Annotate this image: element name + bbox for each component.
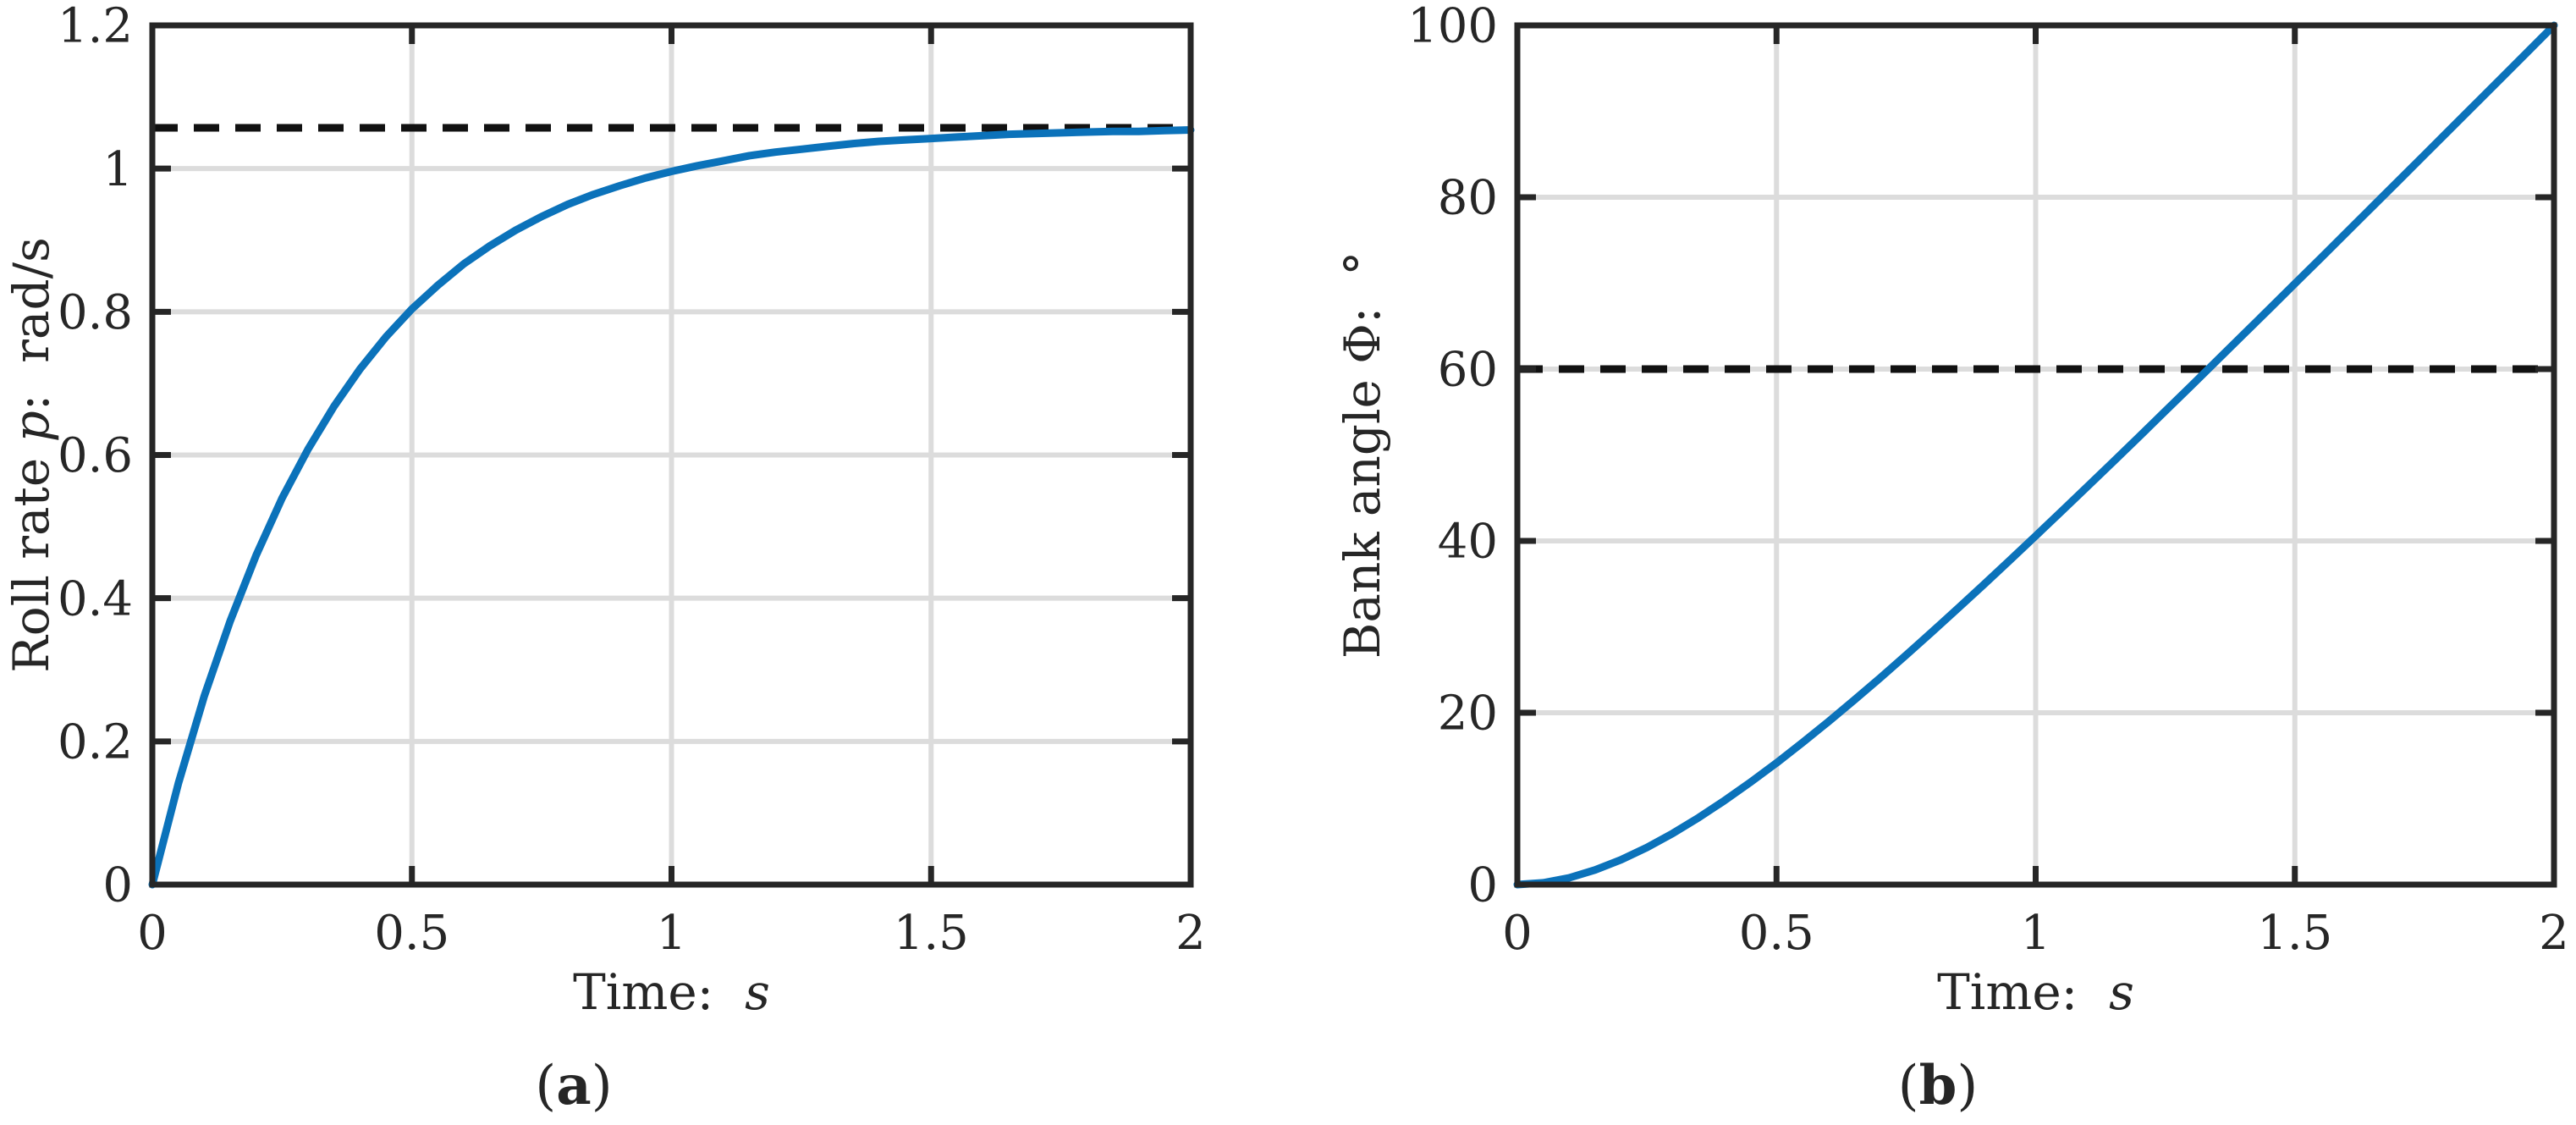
label-segment: Bank angle Φ: ° [1334, 251, 1391, 659]
x-tick-label: 0 [137, 906, 168, 961]
y-axis-label: Roll rate p: rad/s [3, 237, 60, 673]
label-segment: s [2109, 963, 2134, 1021]
label-segment: ( [535, 1055, 556, 1117]
x-tick-label: 2 [1175, 906, 1206, 961]
x-tick-label: 0.5 [374, 906, 449, 961]
plot-box [149, 22, 1194, 888]
series-line-bank-angle-response [1513, 21, 2558, 889]
y-tick-label: 60 [1438, 343, 1498, 398]
label-segment: Roll rate [3, 442, 60, 673]
label-segment: : rad/s [3, 237, 60, 411]
label-segment: p [3, 411, 60, 442]
x-axis-label: Time: s [1937, 963, 2134, 1021]
label-segment: b [1919, 1054, 1957, 1117]
x-tick-label: 1.5 [894, 906, 969, 961]
y-tick-label: 0.6 [58, 428, 133, 483]
label-segment: ( [1898, 1055, 1919, 1117]
label-segment: a [556, 1054, 591, 1117]
x-tick-label: 0 [1502, 906, 1533, 961]
y-tick-label: 0 [102, 858, 133, 913]
y-tick-label: 20 [1438, 687, 1498, 742]
y-tick-label: 40 [1438, 515, 1498, 570]
x-tick-label: 1 [657, 906, 687, 961]
y-tick-label: 0.2 [58, 714, 133, 769]
label-segment: Time: [573, 963, 745, 1021]
y-tick-label: 0.8 [58, 285, 133, 340]
label-segment: ) [592, 1055, 613, 1117]
label-segment: Time: [1937, 963, 2109, 1021]
plot-box [1514, 22, 2557, 888]
panel-a: 0 0.5 1 1.5 2 0 0.2 0.4 0.6 0.8 1 1.2 Time: s Roll ra… [3, 0, 1206, 1117]
label-segment: s [745, 963, 770, 1021]
series-line-roll-rate-step-response [148, 126, 1195, 889]
x-tick-label: 2 [2539, 906, 2569, 961]
x-tick-label: 1.5 [2257, 906, 2332, 961]
panel-caption: (a) [535, 1054, 612, 1117]
panel-caption: (b) [1898, 1054, 1979, 1117]
y-tick-label: 100 [1407, 0, 1498, 54]
label-segment: ) [1957, 1055, 1978, 1117]
y-tick-label: 80 [1438, 171, 1498, 226]
x-tick-label: 1 [2021, 906, 2051, 961]
y-axis-label: Bank angle Φ: ° [1334, 251, 1391, 659]
x-tick-label: 0.5 [1739, 906, 1814, 961]
x-axis-label: Time: s [573, 963, 770, 1021]
panel-b: 0 0.5 1 1.5 2 0 20 40 60 80 100 Time: s Bank angle Φ… [1288, 0, 2576, 1125]
chart-a-roll-rate: 0 0.5 1 1.5 2 0 0.2 0.4 0.6 0.8 1 1.2 Time: s Roll ra… [3, 0, 1206, 1117]
y-tick-label: 1.2 [58, 0, 133, 54]
y-tick-label: 0.4 [58, 571, 133, 626]
y-tick-label: 1 [102, 142, 133, 197]
y-tick-label: 0 [1467, 858, 1498, 913]
